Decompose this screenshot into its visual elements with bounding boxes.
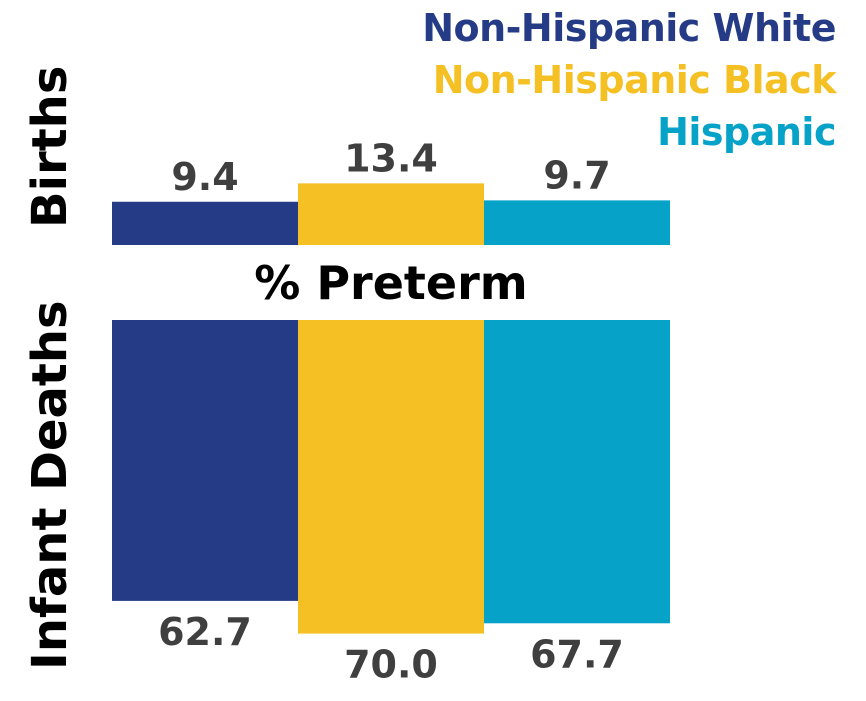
infant-deaths-value-label-non-hispanic-white: 62.7 [158, 610, 252, 654]
births-bar-hispanic [484, 200, 670, 245]
legend-item-non-hispanic-black: Non-Hispanic Black [432, 58, 837, 102]
infant-deaths-bar-hispanic [484, 320, 670, 624]
births-value-label-non-hispanic-white: 9.4 [171, 155, 238, 199]
infant-deaths-bar-non-hispanic-white [112, 320, 298, 601]
births-bar-non-hispanic-white [112, 201, 298, 245]
births-value-label-non-hispanic-black: 13.4 [344, 136, 438, 180]
infant-deaths-value-label-hispanic: 67.7 [530, 632, 624, 676]
legend-item-hispanic: Hispanic [657, 110, 836, 154]
infant-deaths-value-label-non-hispanic-black: 70.0 [344, 643, 438, 687]
births-value-label-hispanic: 9.7 [543, 153, 610, 197]
infant-deaths-bar-non-hispanic-black [298, 320, 484, 634]
legend-item-non-hispanic-white: Non-Hispanic White [422, 6, 836, 50]
chart-title: % Preterm [254, 256, 528, 310]
births-bar-non-hispanic-black [298, 183, 484, 245]
